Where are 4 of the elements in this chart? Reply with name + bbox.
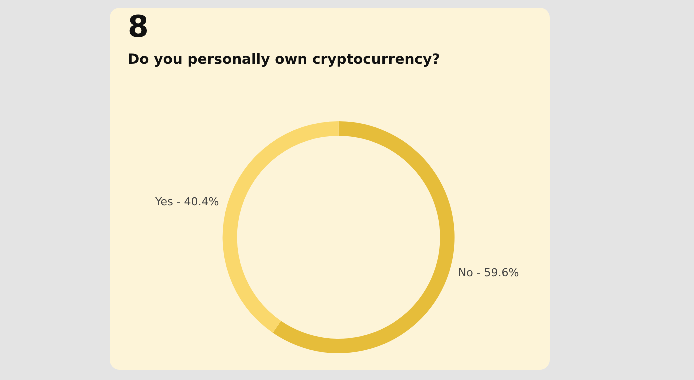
text: 8: [128, 10, 149, 45]
slice-label: Yes - 40.4%: [154, 195, 220, 208]
chart-title: Do you personally own cryptocurrency?: [128, 52, 440, 68]
slice-label: No - 59.6%: [458, 266, 520, 280]
